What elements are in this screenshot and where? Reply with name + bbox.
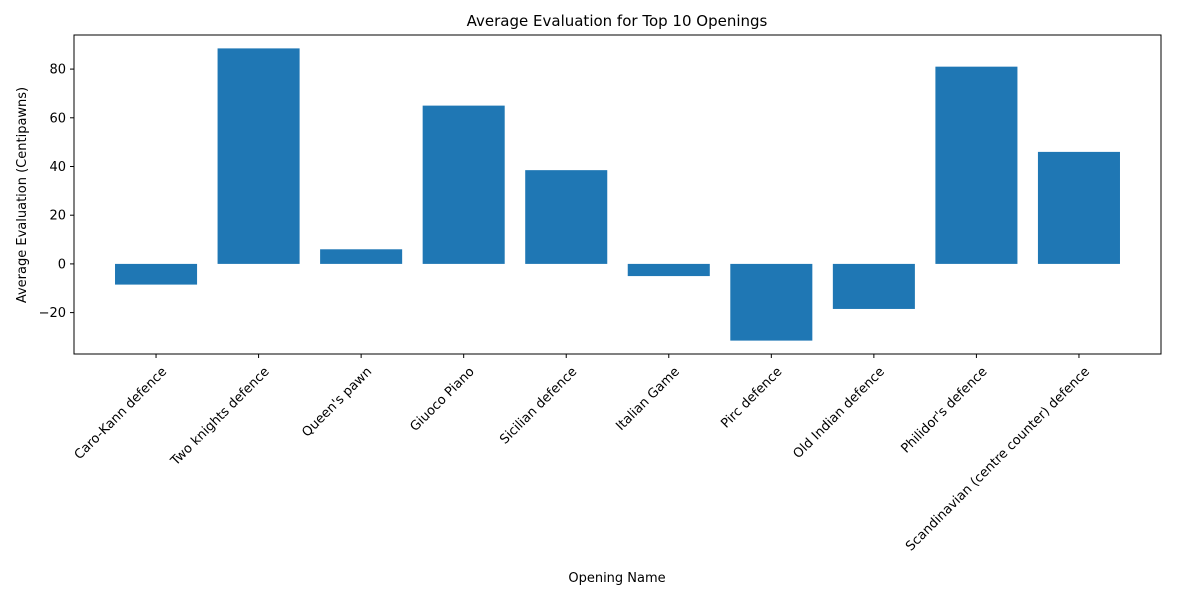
y-axis-ticks: −20 0 20 40 60 80	[39, 63, 74, 321]
y-tick-label: 60	[49, 111, 66, 126]
bars-layer	[115, 48, 1120, 341]
x-tick-label: Pirc defence	[718, 364, 785, 431]
x-tick-label: Old Indian defence	[791, 364, 888, 461]
x-tick-label: Scandinavian (centre counter) defence	[903, 364, 1093, 554]
x-tick-label: Sicilian defence	[497, 364, 580, 447]
bar	[1037, 151, 1120, 264]
bar	[627, 263, 710, 277]
bar	[730, 263, 813, 341]
x-tick-label: Two knights defence	[168, 364, 273, 469]
y-tick-label: −20	[39, 306, 66, 321]
x-tick-label: Philidor's defence	[898, 364, 990, 456]
x-axis-title: Opening Name	[568, 571, 665, 586]
x-tick-label: Italian Game	[613, 364, 682, 433]
y-tick-label: 20	[49, 209, 66, 224]
bar	[217, 48, 300, 264]
y-tick-label: 40	[49, 160, 66, 175]
bar	[832, 263, 915, 309]
bar	[525, 170, 608, 264]
y-tick-label: 0	[58, 257, 66, 272]
y-tick-label: 80	[49, 63, 66, 78]
chart-title: Average Evaluation for Top 10 Openings	[467, 12, 768, 30]
bar	[422, 105, 505, 264]
plot-frame	[73, 34, 1162, 355]
bar	[320, 249, 403, 264]
x-tick-label: Caro-Kann defence	[72, 364, 170, 462]
bar	[115, 263, 198, 285]
x-tick-label: Giuoco Piano	[407, 364, 477, 434]
x-tick-label: Queen's pawn	[299, 364, 375, 440]
y-axis-title: Average Evaluation (Centipawns)	[15, 87, 30, 303]
bar	[935, 66, 1018, 264]
